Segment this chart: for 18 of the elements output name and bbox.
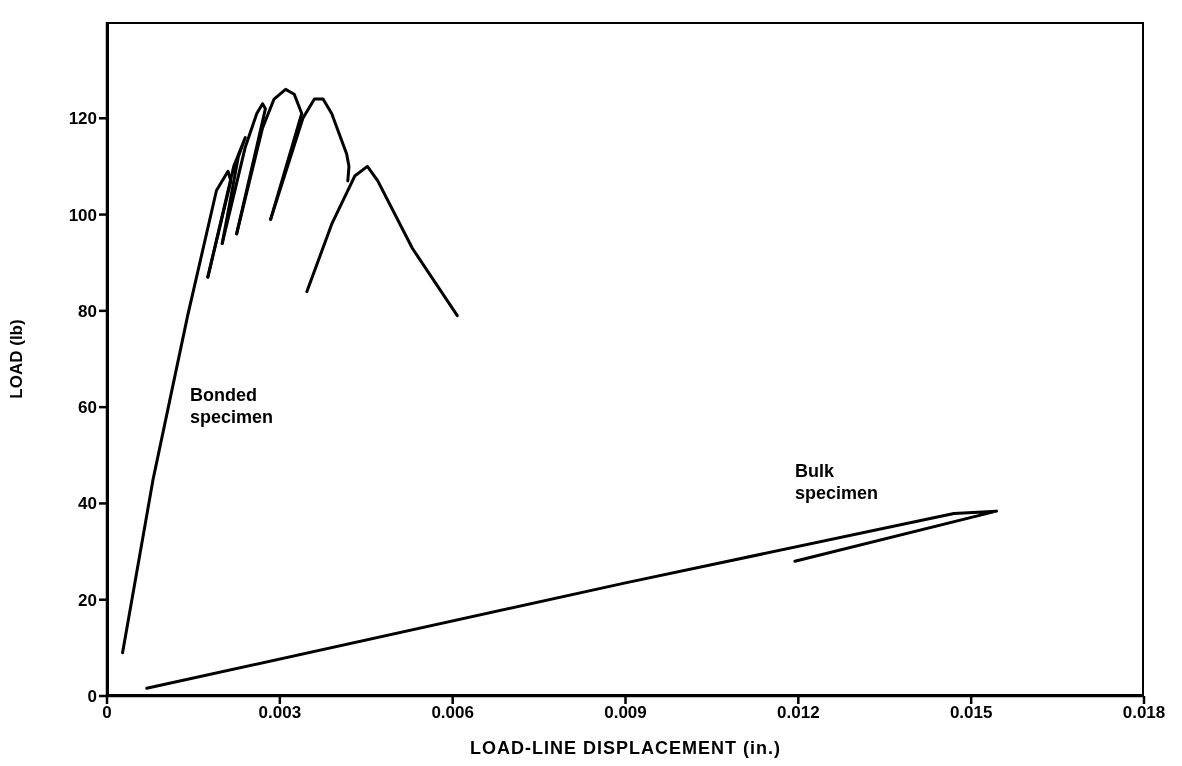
y-axis-title: LOAD (lb): [7, 319, 27, 399]
y-tick-label: 120: [68, 109, 97, 129]
annotation: Bonded specimen: [190, 384, 275, 428]
x-tick-label: 0.006: [431, 703, 474, 723]
y-tick-label: 20: [78, 590, 97, 610]
x-tick-label: 0.015: [949, 703, 993, 723]
x-tick-label: 0.012: [777, 703, 820, 723]
x-tick-label: 0.009: [604, 703, 647, 723]
x-tick-label: 0.003: [258, 703, 302, 723]
y-tick-label: 0: [87, 687, 97, 707]
x-tick-label: 0: [102, 703, 112, 723]
y-tick-label: 40: [78, 494, 97, 514]
annotation: Bulk specimen: [795, 460, 880, 504]
y-tick-label: 60: [78, 398, 97, 418]
x-axis-title: LOAD-LINE DISPLACEMENT (in.): [470, 738, 781, 758]
x-tick-label: 0.018: [1122, 703, 1166, 723]
y-tick-label: 80: [78, 301, 97, 321]
y-tick-label: 100: [68, 205, 97, 225]
